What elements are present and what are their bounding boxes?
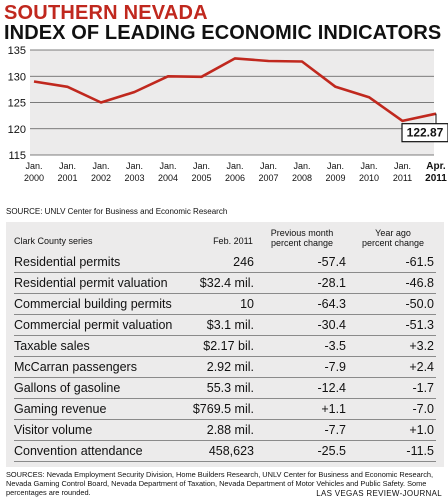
callout-box xyxy=(401,123,448,143)
series-name: Commercial building permits xyxy=(14,297,172,311)
table-row: Commercial permit valuation $3.1 mil. -3… xyxy=(14,315,436,336)
series-value: $3.1 mil. xyxy=(206,318,254,332)
header-series: Clark County series xyxy=(14,236,93,246)
header-year-line2: percent change xyxy=(361,238,425,248)
series-name: Convention attendance xyxy=(14,444,143,458)
x-tick-label: Jan. xyxy=(59,161,76,171)
x-tick-label: Jan. xyxy=(25,161,42,171)
table-row: Residential permit valuation $32.4 mil. … xyxy=(14,273,436,294)
prev-month-change: -30.4 xyxy=(317,318,347,332)
prev-month-change: -28.1 xyxy=(317,276,347,290)
callout-value: 122.87 xyxy=(407,126,444,140)
series-name: Gaming revenue xyxy=(14,402,107,416)
series-name: Gallons of gasoline xyxy=(14,381,121,395)
year-ago-change: +1.0 xyxy=(409,423,434,437)
table-row: Convention attendance 458,623 -25.5 -11.… xyxy=(14,441,436,462)
prev-month-change: -25.5 xyxy=(317,444,347,458)
x-tick-label: 2007 xyxy=(258,173,278,183)
x-tick-label: 2002 xyxy=(91,173,111,183)
header-prev-line1: Previous month xyxy=(270,228,334,238)
x-tick-label: 2003 xyxy=(124,173,144,183)
x-tick-label: Jan. xyxy=(260,161,277,171)
series-name: McCarran passengers xyxy=(14,360,137,374)
series-value: $769.5 mil. xyxy=(192,402,254,416)
y-tick-label: 130 xyxy=(8,71,26,83)
year-ago-change: -51.3 xyxy=(405,318,435,332)
indicators-table: Clark County series Feb. 2011 Previous m… xyxy=(6,222,444,467)
year-ago-change: +3.2 xyxy=(409,339,434,353)
year-ago-change: -11.5 xyxy=(406,444,434,458)
x-tick-label: Apr. xyxy=(426,161,446,172)
year-ago-change: +2.4 xyxy=(409,360,434,374)
y-tick-label: 120 xyxy=(8,124,26,136)
table-row: Visitor volume 2.88 mil. -7.7 +1.0 xyxy=(14,420,436,441)
header-year-change: Year ago percent change xyxy=(350,228,436,248)
table-row: Commercial building permits 10 -64.3 -50… xyxy=(14,294,436,315)
x-tick-label: Jan. xyxy=(92,161,109,171)
table-row: Taxable sales $2.17 bil. -3.5 +3.2 xyxy=(14,336,436,357)
prev-month-change: -64.3 xyxy=(317,297,347,311)
x-tick-label: Jan. xyxy=(394,161,411,171)
x-tick-label: Jan. xyxy=(126,161,143,171)
y-tick-label: 115 xyxy=(8,150,26,162)
title-region: SOUTHERN NEVADA xyxy=(4,2,208,24)
header-prev-line2: percent change xyxy=(270,238,334,248)
year-ago-change: -61.5 xyxy=(405,255,435,269)
x-tick-label: Jan. xyxy=(226,161,243,171)
x-tick-label: 2008 xyxy=(292,173,312,183)
x-tick-label: 2001 xyxy=(57,173,77,183)
table-row: Gaming revenue $769.5 mil. +1.1 -7.0 xyxy=(14,399,436,420)
line-chart: 115 120 125 130 135 Jan. 2000 Jan. 2001 Jan. 2002… xyxy=(8,45,448,184)
table-sources: SOURCES: Nevada Employment Security Divi… xyxy=(6,470,434,497)
value-callout: 122.87 xyxy=(401,113,448,143)
y-tick-label: 125 xyxy=(8,98,26,110)
series-name: Residential permits xyxy=(14,255,121,269)
prev-month-change: -57.4 xyxy=(317,255,347,269)
x-tick-label: 2010 xyxy=(359,173,379,183)
header-year-line1: Year ago xyxy=(375,228,411,238)
year-ago-change: -50.0 xyxy=(405,297,435,311)
x-tick-label: Jan. xyxy=(159,161,176,171)
table-row: McCarran passengers 2.92 mil. -7.9 +2.4 xyxy=(14,357,436,378)
series-name: Residential permit valuation xyxy=(14,276,168,290)
series-value: 55.3 mil. xyxy=(206,381,254,395)
publisher-credit: LAS VEGAS REVIEW-JOURNAL xyxy=(316,489,442,498)
series-value: 458,623 xyxy=(208,444,254,458)
series-value: 246 xyxy=(233,255,254,269)
x-tick-label: 2011 xyxy=(393,173,412,183)
x-tick-label: Jan. xyxy=(193,161,210,171)
x-tick-label: Jan. xyxy=(327,161,344,171)
series-value: $2.17 bil. xyxy=(203,339,254,353)
series-value: 2.88 mil. xyxy=(206,423,254,437)
chart-source: SOURCE: UNLV Center for Business and Eco… xyxy=(6,207,228,216)
prev-month-change: -12.4 xyxy=(317,381,347,395)
x-tick-label: 2004 xyxy=(158,173,178,183)
prev-month-change: -7.9 xyxy=(324,360,346,374)
y-tick-label: 135 xyxy=(8,45,26,57)
prev-month-change: -7.7 xyxy=(324,423,346,437)
x-tick-label: 2011 xyxy=(425,173,447,184)
year-ago-change: -46.8 xyxy=(405,276,435,290)
year-ago-change: -7.0 xyxy=(412,402,434,416)
series-value: 10 xyxy=(240,297,254,311)
x-tick-label: Jan. xyxy=(293,161,310,171)
table-row: Gallons of gasoline 55.3 mil. -12.4 -1.7 xyxy=(14,378,436,399)
series-value: $32.4 mil. xyxy=(199,276,254,290)
x-tick-label: 2006 xyxy=(225,173,245,183)
header-prev-change: Previous month percent change xyxy=(260,228,344,248)
series-value: 2.92 mil. xyxy=(206,360,254,374)
x-tick-label: Jan. xyxy=(360,161,377,171)
prev-month-change: -3.5 xyxy=(324,339,346,353)
header-value: Feb. 2011 xyxy=(213,236,253,246)
table-row: Residential permits 246 -57.4 -61.5 xyxy=(14,252,436,273)
year-ago-change: -1.7 xyxy=(412,381,434,395)
title-index: INDEX OF LEADING ECONOMIC INDICATORS xyxy=(4,22,442,44)
series-name: Visitor volume xyxy=(14,423,93,437)
x-tick-label: 2009 xyxy=(325,173,345,183)
series-name: Taxable sales xyxy=(14,339,90,353)
prev-month-change: +1.1 xyxy=(321,402,346,416)
x-tick-label: 2000 xyxy=(24,173,44,183)
series-name: Commercial permit valuation xyxy=(14,318,173,332)
x-tick-label: 2005 xyxy=(191,173,211,183)
